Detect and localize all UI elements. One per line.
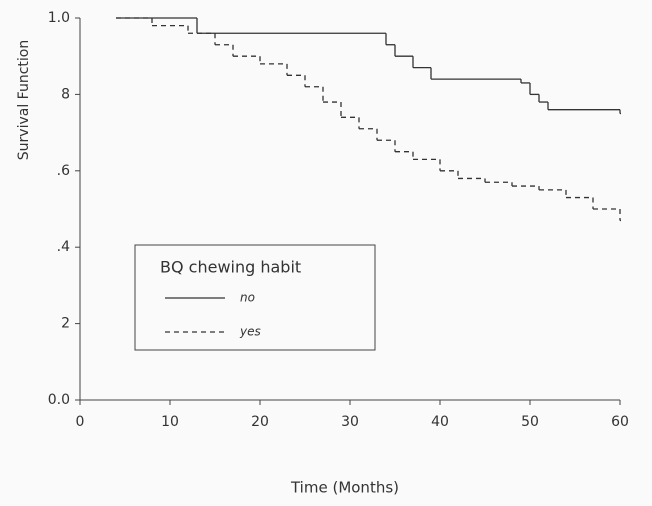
y-tick-label: 8 — [61, 86, 70, 102]
x-tick-label: 30 — [341, 414, 359, 430]
legend-label: yes — [239, 325, 261, 339]
legend-label: no — [240, 291, 255, 305]
x-tick-label: 50 — [521, 414, 539, 430]
y-tick-label: .4 — [57, 239, 70, 255]
y-tick-label: 1.0 — [48, 10, 70, 26]
x-tick-label: 10 — [161, 414, 179, 430]
y-tick-label: 0.0 — [48, 392, 70, 408]
x-tick-label: 0 — [76, 414, 85, 430]
legend-title: BQ chewing habit — [160, 258, 301, 277]
x-tick-label: 60 — [611, 414, 629, 430]
x-tick-label: 20 — [251, 414, 269, 430]
y-axis-label: Survival Function — [16, 40, 32, 160]
y-tick-label: 2 — [61, 316, 70, 332]
x-axis-label: Time (Months) — [290, 479, 399, 497]
y-tick-label: .6 — [57, 163, 70, 179]
legend-box — [134, 244, 376, 351]
x-tick-label: 40 — [431, 414, 449, 430]
